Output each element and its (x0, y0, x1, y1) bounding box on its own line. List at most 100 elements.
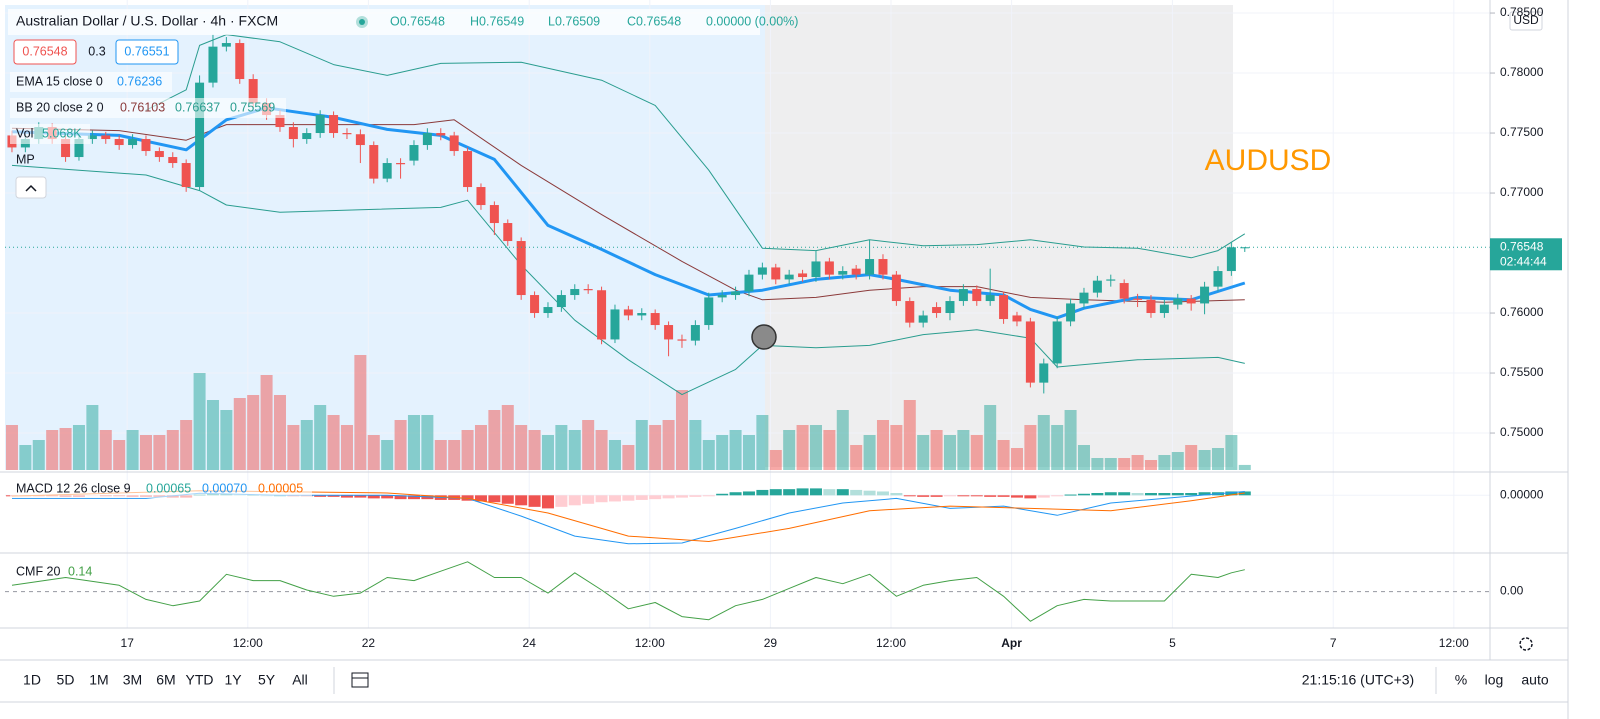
range-button[interactable]: All (292, 672, 308, 688)
date-range-icon[interactable] (351, 672, 369, 688)
macd-histogram-bar (1225, 491, 1238, 496)
volume-bar (206, 400, 219, 470)
range-button[interactable]: 3M (123, 672, 142, 688)
range-button[interactable]: 1Y (224, 672, 242, 688)
overlay-line (11, 119, 1245, 303)
volume-bar (541, 435, 554, 470)
volume-bar (474, 425, 487, 470)
range-button[interactable]: 5Y (258, 672, 276, 688)
volume-bar (273, 395, 286, 470)
candle-body (248, 79, 258, 104)
volume-bar (1198, 450, 1211, 470)
candle-body (811, 261, 821, 278)
candle-body (556, 295, 566, 308)
auto-toggle[interactable]: auto (1521, 672, 1548, 688)
macd-histogram-bar (608, 495, 621, 502)
candle-body (516, 241, 526, 296)
macd-histogram-bar (729, 492, 742, 496)
volume-bar (809, 425, 822, 470)
sell-button[interactable] (13, 39, 77, 65)
macd-signal-value: 0.00005 (258, 481, 303, 495)
volume-bar (1211, 448, 1224, 470)
volume-bar (327, 415, 340, 470)
volume-bar (608, 440, 621, 470)
macd-histogram-bar (876, 491, 889, 496)
buy-button[interactable] (115, 39, 179, 65)
volume-bar (729, 430, 742, 470)
volume-bar (180, 420, 193, 470)
volume-bar (501, 405, 514, 470)
candle-body (999, 295, 1009, 320)
macd-histogram-bar (1185, 493, 1198, 496)
volume-bar (448, 440, 461, 470)
candle-body (489, 205, 499, 224)
x-tick-label: Apr (1001, 636, 1022, 650)
candle-body (1106, 279, 1116, 281)
macd-histogram-bar (1010, 495, 1023, 498)
candle-body (114, 139, 124, 146)
log-toggle[interactable]: log (1485, 672, 1504, 688)
sell-price[interactable]: 0.76548 (22, 44, 67, 58)
x-tick-label: 12:00 (635, 636, 665, 650)
macd-histogram-bar (716, 493, 729, 496)
macd-histogram-bar (1024, 495, 1037, 499)
macd-histogram-bar (528, 495, 541, 507)
macd-histogram-bar (1104, 492, 1117, 496)
candle-body (1159, 304, 1169, 314)
macd-histogram-bar (836, 489, 849, 496)
candle-body (945, 301, 955, 314)
candle-body (543, 307, 553, 314)
volume-bar (930, 430, 943, 470)
candle-body (342, 133, 352, 135)
candle-body (744, 274, 754, 292)
settings-icon[interactable] (1519, 637, 1533, 651)
candle-body (1240, 247, 1250, 249)
candle-body (985, 295, 995, 302)
candle-body (503, 223, 513, 242)
macd-histogram-bar (970, 495, 983, 497)
range-button[interactable]: 1D (23, 672, 41, 688)
volume-bar (796, 425, 809, 470)
candle-body (1025, 321, 1035, 383)
macd-histogram-bar (354, 495, 367, 498)
volume-bar (1064, 410, 1077, 470)
macd-histogram-bar (488, 495, 501, 503)
buy-price[interactable]: 0.76551 (124, 44, 169, 58)
volume-bar (756, 415, 769, 470)
volume-bar (1077, 445, 1090, 470)
candle-body (583, 289, 593, 291)
candle-body (181, 163, 191, 188)
annotation: AUDUSD (1205, 144, 1332, 177)
drawing-marker (751, 324, 777, 350)
volume-bar (59, 428, 72, 470)
volume-bar (5, 425, 18, 470)
volume-bar (957, 430, 970, 470)
candle-body (704, 297, 714, 326)
volume-bar (1185, 445, 1198, 470)
currency[interactable]: USD (1513, 13, 1539, 27)
bb-upper: 0.76637 (175, 100, 220, 114)
collapse-button[interactable] (15, 176, 47, 199)
candle-body (570, 289, 580, 296)
macd-histogram-bar (314, 495, 327, 497)
percent-toggle[interactable]: % (1455, 672, 1467, 688)
range-button[interactable]: 1M (89, 672, 108, 688)
macd-histogram-bar (635, 495, 648, 500)
candle-body (918, 315, 928, 323)
volume-bar (769, 450, 782, 470)
range-button[interactable]: 5D (57, 672, 75, 688)
range-button[interactable]: 6M (156, 672, 175, 688)
candle-body (128, 139, 138, 146)
volume-bar (367, 435, 380, 470)
volume-bar (461, 430, 474, 470)
x-tick-label: 5 (1169, 636, 1176, 650)
candle-body (958, 289, 968, 302)
candle-body (476, 187, 486, 206)
macd-histogram-bar (1198, 492, 1211, 496)
candle-body (637, 313, 647, 316)
currency-box[interactable] (1509, 11, 1543, 31)
candle-body (74, 139, 84, 158)
range-button[interactable]: YTD (186, 672, 214, 688)
candle-body (610, 309, 620, 340)
collapse-icon[interactable] (25, 184, 37, 192)
